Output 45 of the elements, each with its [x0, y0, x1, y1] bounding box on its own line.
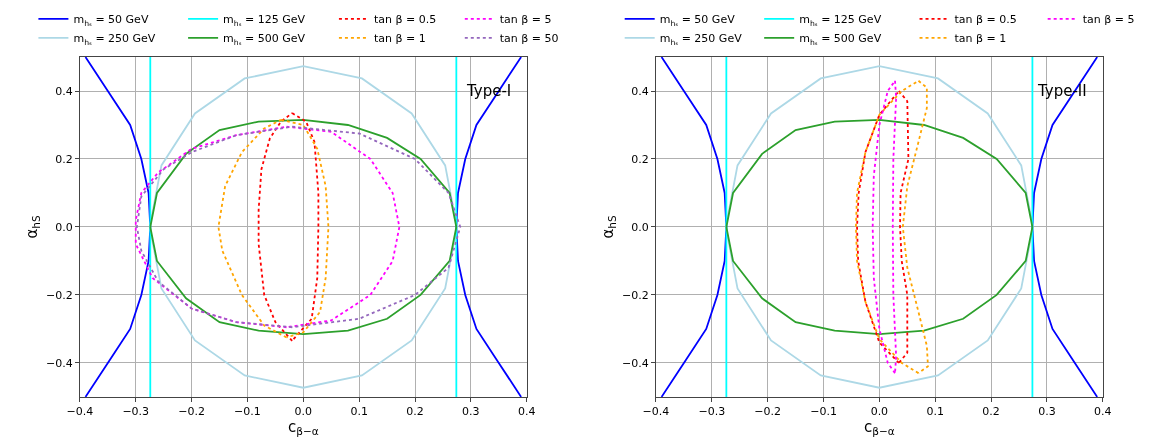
x-tick-label: 0.0 — [294, 405, 313, 419]
y-tick-label: 0.2 — [631, 152, 649, 166]
y-tick-label: 0.0 — [631, 220, 649, 234]
x-tick-label: 0.4 — [517, 405, 536, 419]
legend-label: m$_{hₛ}$ = 250 GeV — [659, 32, 743, 47]
legend-label: m$_{hₛ}$ = 125 GeV — [223, 13, 306, 28]
x-tick-label: −0.2 — [754, 405, 782, 419]
y-tick-label: 0.2 — [55, 152, 73, 166]
legend-label: tan β = 5 — [1082, 13, 1135, 27]
x-tick-label: 0.0 — [870, 405, 889, 419]
y-tick-label: −0.4 — [45, 356, 73, 370]
x-tick-label: −0.4 — [642, 405, 670, 419]
x-tick-label: −0.1 — [234, 405, 261, 419]
legend-label: tan β = 0.5 — [373, 13, 437, 27]
x-tick-label: 0.2 — [982, 405, 1000, 419]
x-tick-label: −0.4 — [66, 405, 94, 419]
legend-label: tan β = 1 — [954, 32, 1007, 46]
y-tick-label: 0.4 — [631, 84, 649, 98]
legend-label: m$_{hₛ}$ = 125 GeV — [799, 13, 882, 28]
x-tick-label: 0.4 — [1094, 405, 1112, 419]
legend-label: m$_{hₛ}$ = 500 GeV — [223, 32, 306, 47]
y-tick-label: −0.4 — [622, 356, 649, 370]
y-tick-label: 0.4 — [55, 84, 73, 98]
legend-label: m$_{hₛ}$ = 50 GeV — [659, 13, 736, 28]
x-tick-label: −0.3 — [122, 405, 150, 419]
legend-label: m$_{hₛ}$ = 500 GeV — [799, 32, 882, 47]
legend-label: tan β = 1 — [373, 32, 426, 46]
y-tick-label: −0.2 — [45, 288, 73, 302]
y-tick-label: 0.0 — [55, 220, 73, 234]
legend-label: tan β = 5 — [499, 13, 552, 27]
x-tick-label: 0.1 — [926, 405, 944, 419]
x-tick-label: −0.3 — [698, 405, 726, 419]
x-tick-label: −0.1 — [810, 405, 837, 419]
x-axis-title: c$_{β−α}$ — [864, 418, 895, 438]
x-tick-label: 0.2 — [406, 405, 424, 419]
legend-label: tan β = 50 — [499, 32, 559, 46]
legend-label: tan β = 0.5 — [954, 13, 1017, 27]
legend-label: m$_{hₛ}$ = 250 GeV — [73, 32, 156, 47]
x-tick-label: 0.1 — [350, 405, 368, 419]
x-axis-title: c$_{β−α}$ — [287, 418, 319, 438]
x-tick-label: −0.2 — [178, 405, 205, 419]
y-tick-label: −0.2 — [622, 288, 649, 302]
legend-label: m$_{hₛ}$ = 50 GeV — [73, 13, 149, 28]
x-tick-label: 0.3 — [1038, 405, 1056, 419]
x-tick-label: 0.3 — [462, 405, 480, 419]
